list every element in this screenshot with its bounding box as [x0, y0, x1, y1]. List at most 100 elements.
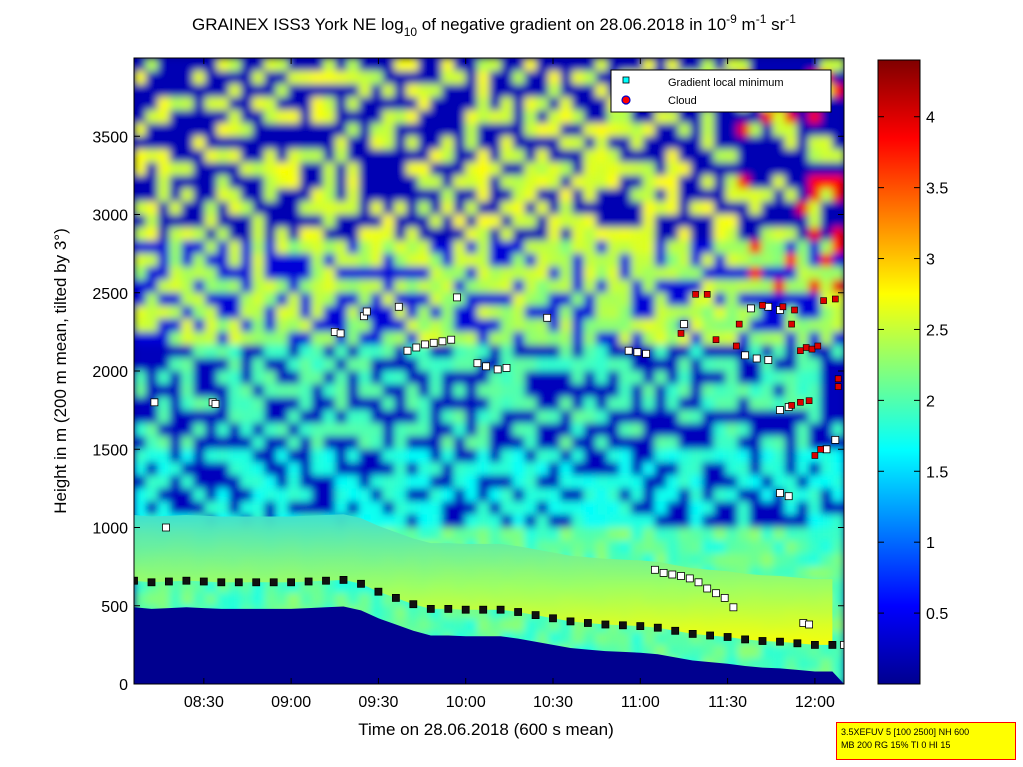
cloud-marker: [805, 397, 813, 405]
gradient-minimum-marker: [394, 302, 403, 311]
x-tick-label: 09:30: [358, 694, 398, 711]
cloud-marker: [788, 320, 795, 328]
cloud-marker: [732, 342, 740, 350]
gradient-minimum-marker: [706, 631, 714, 640]
gradient-minimum-marker: [391, 594, 400, 602]
gradient-minimum-marker: [688, 630, 697, 638]
gradient-minimum-marker: [409, 600, 418, 609]
gradient-minimum-marker: [685, 574, 694, 583]
gradient-minimum-marker: [336, 329, 345, 338]
gradient-minimum-marker: [776, 489, 784, 498]
gradient-minimum-marker: [269, 578, 278, 587]
cloud-marker: [831, 295, 839, 303]
x-axis-label: Time on 28.06.2018 (600 s mean): [358, 720, 613, 739]
legend-label-cloud: Cloud: [668, 95, 697, 107]
gradient-minimum-marker: [362, 307, 371, 316]
gradient-minimum-marker: [304, 577, 313, 586]
gradient-minimum-marker: [339, 576, 348, 584]
gradient-minimum-marker: [659, 569, 668, 577]
plot-area: [134, 58, 844, 684]
gradient-minimum-marker: [764, 356, 773, 364]
gradient-minimum-marker: [822, 445, 831, 454]
cloud-marker: [692, 290, 699, 298]
cloud-marker: [811, 452, 819, 459]
x-tick-label: 12:00: [795, 694, 835, 711]
gradient-minimum-marker: [199, 577, 208, 586]
gradient-minimum-marker: [764, 302, 773, 311]
cloud-marker: [802, 344, 810, 351]
gradient-minimum-marker: [633, 348, 642, 357]
colorbar-tick-label: 3: [926, 252, 935, 269]
processing-info-box: 3.5XEFUV 5 [100 2500] NH 600 MB 200 RG 1…: [836, 722, 1016, 760]
gradient-minimum-marker: [729, 603, 738, 612]
x-tick-label: 09:00: [271, 694, 311, 711]
y-axis: 0 500 1000 1500 2000 2500 3000 3500: [92, 129, 844, 694]
gradient-minimum-marker: [671, 626, 680, 635]
y-tick-label: 2500: [92, 286, 128, 303]
cloud-marker: [735, 320, 743, 328]
cloud-marker: [779, 303, 787, 311]
gradient-minimum-marker: [514, 608, 522, 616]
gradient-minimum-marker: [811, 641, 819, 649]
gradient-minimum-marker: [150, 398, 159, 407]
x-tick-label: 08:30: [184, 694, 224, 711]
cloud-marker: [797, 398, 804, 406]
y-tick-label: 3500: [92, 129, 128, 146]
surface-layer: [134, 606, 844, 684]
info-line-1: 3.5XEFUV 5 [100 2500] NH 600: [841, 727, 970, 737]
legend-label-gradient-minimum: Gradient local minimum: [668, 77, 784, 89]
colorbar-tick-label: 0.5: [926, 606, 948, 623]
gradient-minimum-marker: [703, 584, 712, 593]
gradient-minimum-marker: [752, 354, 761, 363]
gradient-minimum-marker: [357, 579, 365, 588]
colorbar-tick-label: 2: [926, 393, 935, 410]
cloud-marker: [820, 297, 827, 304]
gradient-minimum-marker: [776, 637, 784, 646]
gradient-minimum-marker: [668, 570, 677, 579]
gradient-minimum-marker: [426, 605, 435, 613]
heatmap-field: [134, 58, 844, 684]
gradient-minimum-marker: [374, 587, 383, 596]
legend-marker-cloud: [621, 95, 631, 105]
legend: Gradient local minimum Cloud: [610, 69, 832, 113]
cloud-marker: [703, 290, 711, 298]
gradient-minimum-marker: [720, 594, 729, 602]
gradient-minimum-marker: [412, 343, 421, 352]
colorbar-tick-label: 4: [926, 110, 935, 127]
gradient-minimum-marker: [461, 605, 470, 614]
x-tick-label: 10:00: [446, 694, 486, 711]
x-tick-label: 11:30: [708, 694, 747, 711]
gradient-minimum-marker: [694, 578, 703, 587]
gradient-minimum-marker: [453, 293, 461, 302]
gradient-minimum-marker: [653, 623, 662, 632]
gradient-minimum-marker: [211, 399, 220, 408]
gradient-minimum-marker: [182, 576, 191, 585]
gradient-minimum-marker: [473, 359, 482, 368]
boundary-layer-band: [134, 514, 833, 645]
legend-marker-gradient-minimum: [622, 76, 630, 84]
gradient-minimum-marker: [619, 621, 627, 630]
gradient-minimum-marker: [828, 641, 837, 649]
colorbar-tick-label: 1.5: [926, 464, 948, 481]
gradient-minimum-marker: [712, 589, 720, 598]
y-tick-label: 3000: [92, 208, 128, 225]
gradient-minimum-marker: [601, 620, 610, 629]
gradient-minimum-marker: [840, 641, 844, 649]
cloud-marker: [788, 402, 795, 409]
cloud-marker: [817, 445, 825, 453]
gradient-minimum-marker: [482, 362, 491, 371]
gradient-minimum-marker: [134, 576, 138, 585]
gradient-minimum-marker: [447, 335, 456, 344]
gradient-minimum-marker: [793, 639, 802, 648]
cloud-marker: [791, 306, 798, 314]
gradient-minimum-marker: [747, 304, 755, 313]
y-axis-label: Height in m (200 m mean, tilted by 3°): [51, 228, 70, 514]
cloud-marker: [834, 375, 842, 383]
gradient-minimum-marker: [234, 578, 243, 587]
gradient-minimum-marker: [543, 313, 552, 322]
gradient-minimum-marker: [723, 633, 732, 641]
colorbar-tick-label: 2.5: [926, 322, 948, 339]
gradient-minimum-marker: [584, 619, 592, 627]
